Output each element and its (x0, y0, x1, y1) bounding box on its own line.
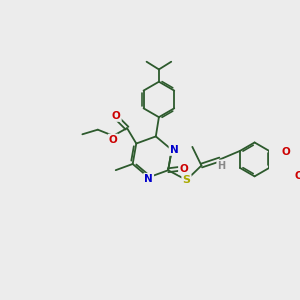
Text: O: O (112, 111, 121, 121)
Text: N: N (170, 145, 178, 155)
Text: O: O (282, 148, 291, 158)
Text: N: N (144, 174, 153, 184)
Text: H: H (218, 160, 226, 171)
Text: O: O (294, 171, 300, 181)
Text: S: S (182, 175, 190, 185)
Text: O: O (179, 164, 188, 174)
Text: O: O (109, 135, 118, 145)
